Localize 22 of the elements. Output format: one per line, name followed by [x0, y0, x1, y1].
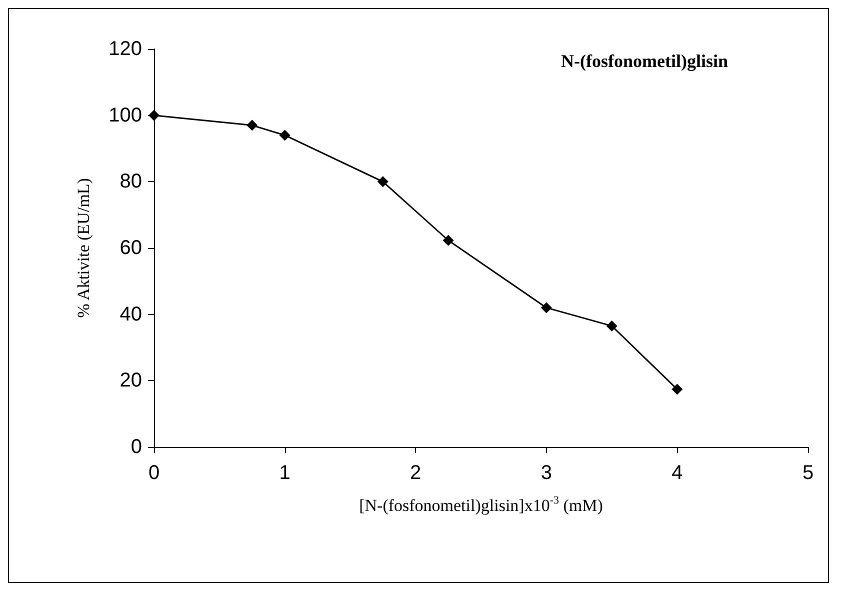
x-tick-label: 5 — [802, 462, 814, 484]
y-tick-label: 100 — [108, 104, 142, 126]
x-tick-label: 4 — [672, 462, 683, 484]
point — [442, 234, 454, 246]
point — [540, 302, 552, 314]
y-tick-label: 80 — [120, 170, 142, 193]
point — [606, 320, 618, 332]
y-tick-label: 40 — [120, 303, 142, 326]
point — [672, 384, 683, 395]
x-tick-label: 2 — [410, 462, 422, 484]
y-tick-label: 0 — [130, 436, 142, 458]
y-tick-label: 60 — [120, 237, 142, 259]
y-tick-label: 120 — [108, 38, 142, 60]
point — [377, 176, 388, 188]
chart-title: N-(fosfonometil)glisin — [561, 51, 728, 71]
x-tick-label: 0 — [148, 462, 160, 484]
x-tick-label: 3 — [540, 462, 552, 484]
y-tick-label: 20 — [120, 370, 142, 392]
y-axis-title: % Aktivite (EU/mL) — [74, 178, 93, 318]
x-tick-label: 1 — [279, 462, 290, 484]
point — [279, 130, 290, 141]
point — [246, 120, 258, 131]
